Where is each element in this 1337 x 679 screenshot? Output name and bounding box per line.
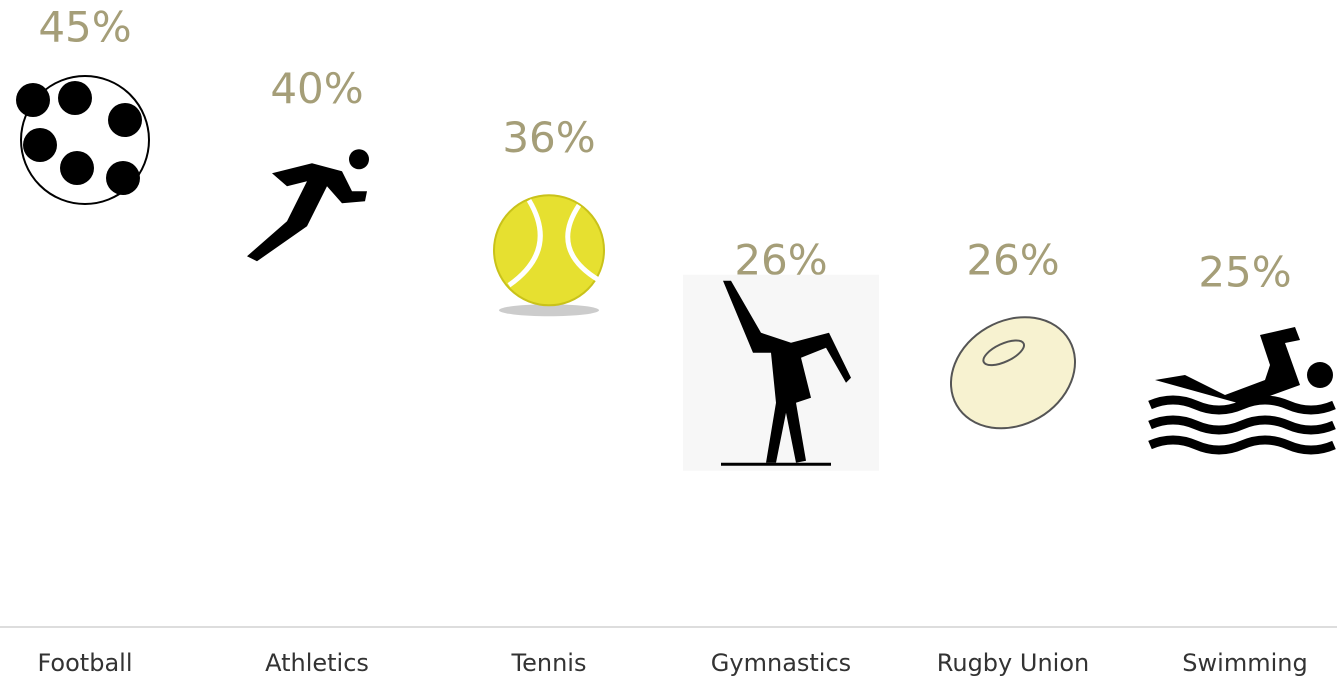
icon-part [493,194,605,307]
icon-part [60,151,94,185]
pictogram [16,75,150,205]
x-tick-label: Tennis [511,649,587,677]
icon-part [1155,327,1300,405]
pictogram [1148,327,1336,455]
icon-part [1148,395,1336,415]
icon-part [1148,415,1336,435]
icon-part [16,83,50,117]
icon-part [982,339,1026,367]
icon-part [507,198,601,288]
icon-part [23,128,57,162]
x-tick-label: Swimming [1182,649,1307,677]
pictogram [683,274,879,471]
value-label: 40% [270,64,363,113]
icon-part [721,462,831,466]
x-tick-label: Gymnastics [711,649,851,677]
icon-part [349,149,369,170]
icon-part [58,81,92,115]
value-label: 36% [502,113,595,162]
x-tick-label: Athletics [265,649,369,677]
value-label: 25% [1198,248,1291,297]
icon-part [247,163,367,262]
x-tick-label: Rugby Union [937,649,1089,677]
pictogram [949,316,1077,430]
icon-part [106,161,140,195]
icon-part [108,103,142,137]
icon-part [949,316,1077,430]
icon-part [499,304,599,317]
value-label: 45% [38,3,131,52]
x-tick-label: Football [37,649,132,677]
pictogram [493,194,605,317]
value-label: 26% [966,235,1059,284]
icon-part [1148,435,1336,455]
pictogram [247,149,369,262]
icon-part [723,280,851,463]
icon-part [1307,362,1333,388]
